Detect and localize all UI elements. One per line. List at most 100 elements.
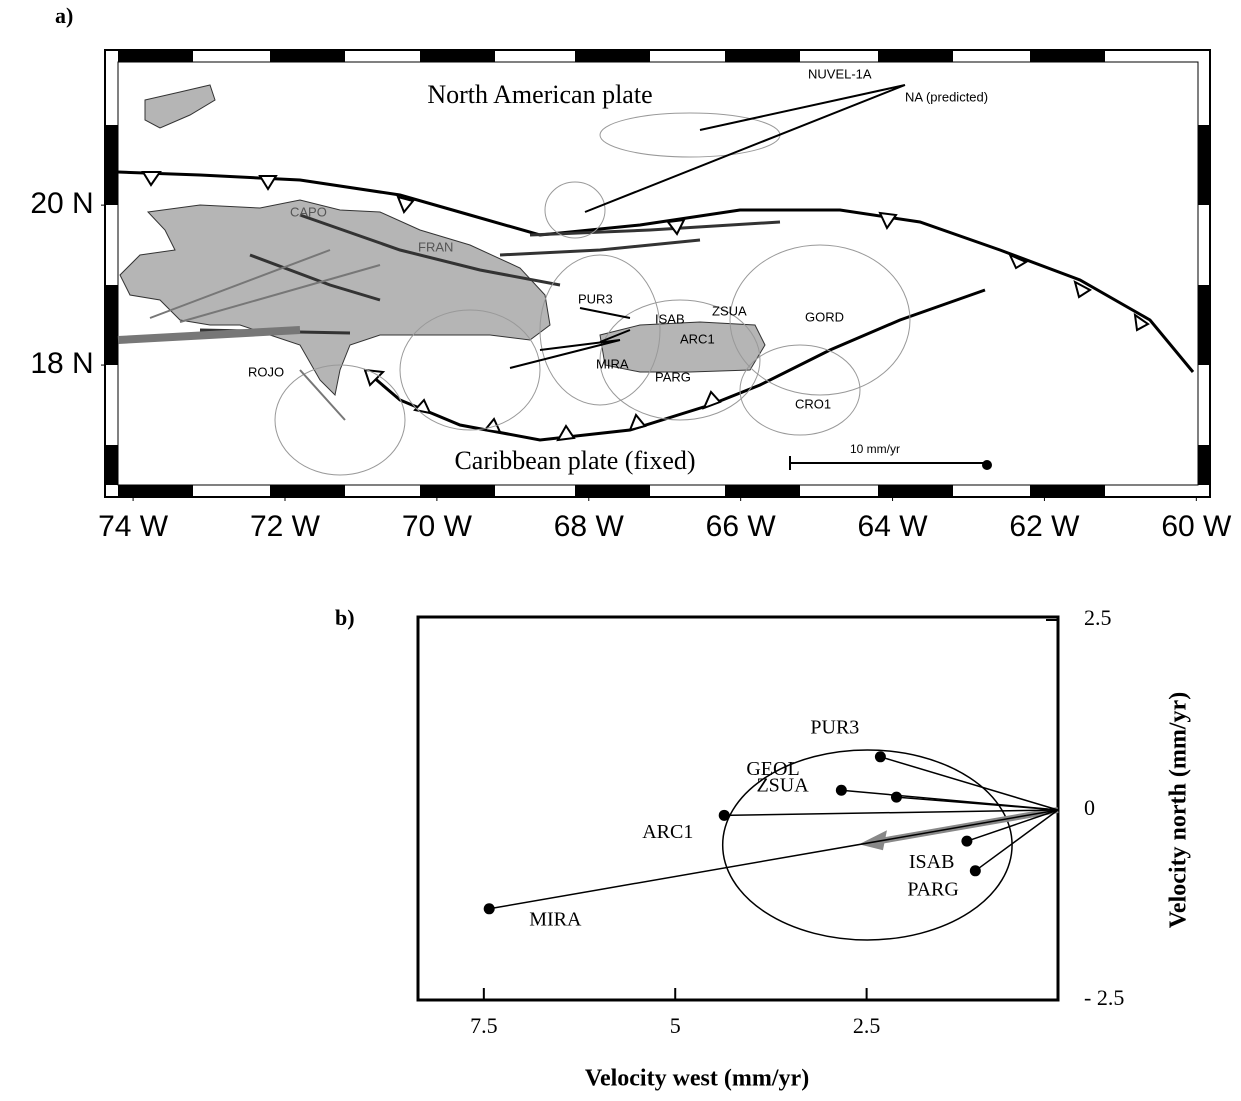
tooth: [556, 424, 576, 442]
station-label: ZSUA: [712, 303, 747, 318]
border-block: [270, 50, 345, 62]
border-block: [420, 485, 495, 497]
border-block: [105, 285, 118, 365]
ellipse: [539, 254, 661, 406]
y-tick-label: 2.5: [1084, 605, 1112, 630]
x-tick-label: 70 W: [402, 510, 473, 543]
scale-bar: [789, 456, 985, 470]
station-point: [874, 751, 886, 763]
station-label: ISAB: [909, 851, 955, 873]
x-tick-label: 72 W: [250, 510, 321, 543]
x-tick-label: 74 W: [98, 510, 169, 543]
border-block: [1198, 125, 1210, 205]
map-border-checker: [105, 50, 1210, 497]
panel-label: a): [55, 3, 73, 28]
station-point: [835, 784, 847, 796]
model-label: NA (predicted): [905, 89, 988, 104]
station-label: ISAB: [655, 311, 685, 326]
tooth: [363, 368, 386, 387]
panel-label: b): [335, 605, 355, 630]
predicted-vector: [117, 326, 301, 344]
y-tick-label: 0: [1084, 795, 1095, 820]
map-inner-frame: [117, 61, 1199, 486]
ellipse: [274, 364, 406, 476]
border-block: [575, 50, 650, 62]
station-label: ZSUA: [756, 775, 809, 797]
tooth: [396, 195, 415, 214]
scale-label: 10 mm/yr: [850, 442, 900, 456]
border-block: [1198, 445, 1210, 485]
tooth: [628, 413, 647, 432]
station-point: [890, 791, 902, 803]
station-label: ROJO: [248, 364, 284, 379]
border-block: [878, 485, 953, 497]
tooth: [1073, 280, 1092, 299]
station-label: CRO1: [795, 396, 831, 411]
velocity-vector: [880, 756, 1059, 811]
border-block: [105, 445, 118, 485]
map-axes: 74 W 72 W 70 W 68 W 66 W 64 W 62 W 60 W 20 N 18 N: [30, 187, 1232, 543]
north-fault: [117, 170, 1195, 373]
y-tick-label: - 2.5: [1084, 985, 1124, 1010]
station-label: GEOL: [746, 758, 799, 780]
x-tick-label: 68 W: [554, 510, 625, 543]
station-label: MIRA: [596, 356, 629, 371]
border-block: [725, 485, 800, 497]
y-axis-title: Velocity north (mm/yr): [1166, 692, 1192, 928]
ellipse: [599, 299, 761, 421]
station-label: GORD: [805, 309, 844, 324]
velocity-vector: [974, 809, 1059, 872]
island: [144, 84, 216, 129]
velocity-vector: [966, 809, 1059, 842]
plot-frame: [416, 615, 1060, 1002]
tooth: [878, 211, 898, 231]
vector: [509, 84, 906, 369]
station-label: ARC1: [642, 821, 693, 843]
x-tick-label: 64 W: [858, 510, 929, 543]
border-block: [118, 50, 193, 62]
station-label: MIRA: [529, 908, 582, 930]
predicted-arrowhead: [858, 830, 887, 851]
hispaniola: [119, 199, 551, 397]
error-ellipse: [721, 749, 1013, 941]
puerto-rico: [599, 321, 766, 373]
station-label: PARG: [655, 369, 691, 384]
plate-label: North American plate: [427, 80, 652, 109]
x-tick-label: 7.5: [470, 1013, 498, 1038]
tooth: [1007, 253, 1029, 270]
velocity-vector: [896, 796, 1059, 811]
x-tick-label: 2.5: [853, 1013, 881, 1038]
station-point: [483, 903, 495, 915]
station-point: [718, 809, 730, 821]
tooth: [666, 218, 686, 236]
ellipse: [739, 344, 861, 436]
vector: [149, 249, 381, 421]
model-label: NUVEL-1A: [808, 66, 872, 81]
scale-dot: [982, 460, 992, 470]
x-tick-label: 62 W: [1009, 510, 1080, 543]
tooth: [141, 171, 162, 187]
station-labels: CAPO FRAN PUR3 ISAB ZSUA ARC1 MIRA PARG GORD CRO1…: [248, 204, 844, 411]
border-block: [270, 485, 345, 497]
tooth: [258, 175, 278, 191]
border-block: [1030, 50, 1105, 62]
x-tick-label: 5: [670, 1013, 681, 1038]
border-block: [420, 50, 495, 62]
station-label: PUR3: [578, 291, 613, 306]
station-label: FRAN: [418, 239, 453, 254]
station-label: PUR3: [810, 716, 859, 738]
x-axis-title: Velocity west (mm/yr): [585, 1066, 809, 1092]
border-block: [725, 50, 800, 62]
station-label: ARC1: [680, 331, 715, 346]
x-tick-label: 60 W: [1161, 510, 1232, 543]
ellipse: [544, 181, 606, 239]
station-point: [969, 865, 981, 877]
ellipse: [729, 244, 911, 396]
border-block: [1198, 285, 1210, 365]
tooth: [1133, 312, 1150, 332]
border-block: [105, 125, 118, 205]
velocity-vector: [724, 809, 1059, 817]
fault: [199, 213, 781, 335]
y-tick-label: 18 N: [30, 347, 93, 380]
